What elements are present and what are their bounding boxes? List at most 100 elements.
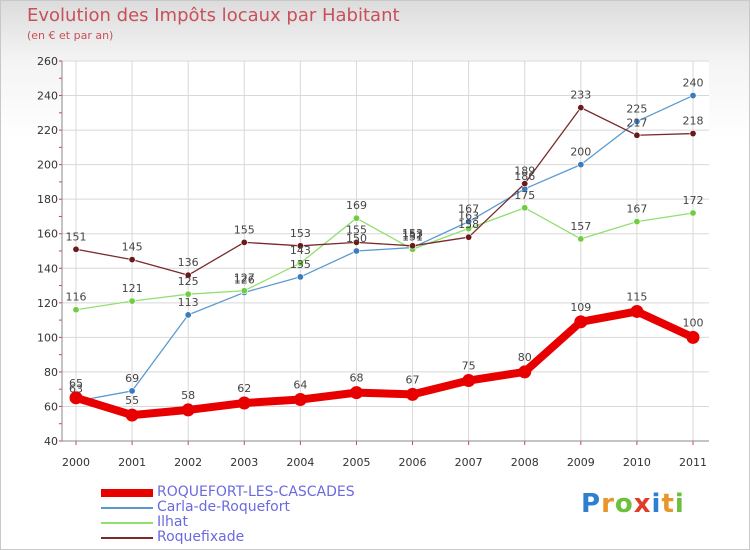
x-tick-label: 2000 xyxy=(62,456,90,469)
legend-label: Carla-de-Roquefort xyxy=(157,499,290,515)
y-tick-label: 200 xyxy=(37,159,58,172)
data-point xyxy=(296,273,304,281)
data-label: 151 xyxy=(402,230,423,243)
data-label: 55 xyxy=(125,394,139,407)
data-label: 135 xyxy=(290,258,311,271)
data-point xyxy=(240,287,248,295)
data-label: 121 xyxy=(122,282,143,295)
data-label: 125 xyxy=(178,275,199,288)
data-label: 155 xyxy=(346,223,367,236)
series-line-2 xyxy=(75,94,694,402)
data-label: 217 xyxy=(626,116,647,129)
series-line-3 xyxy=(75,207,694,311)
data-point xyxy=(518,365,532,379)
data-point xyxy=(128,256,136,264)
data-point xyxy=(128,387,136,395)
data-label: 240 xyxy=(683,77,704,90)
data-label: 218 xyxy=(683,115,704,128)
data-label: 63 xyxy=(69,382,83,395)
x-tick-label: 2007 xyxy=(455,456,483,469)
data-label: 109 xyxy=(570,301,591,314)
data-point xyxy=(465,225,473,233)
data-point xyxy=(521,180,529,188)
chart-subtitle: (en € et par an) xyxy=(27,29,114,42)
data-point xyxy=(296,259,304,267)
data-label: 163 xyxy=(458,210,479,223)
logo-letter: x xyxy=(633,489,652,519)
series-line-1 xyxy=(72,307,697,420)
data-label: 167 xyxy=(458,203,479,216)
data-label: 152 xyxy=(402,229,423,242)
data-point xyxy=(574,315,588,329)
data-label: 80 xyxy=(518,351,532,364)
proxiti-logo: Proxiti xyxy=(581,489,685,519)
data-point xyxy=(72,306,80,314)
data-point xyxy=(184,290,192,298)
data-label: 157 xyxy=(570,220,591,233)
logo-letter: i xyxy=(674,489,685,519)
data-label: 75 xyxy=(462,360,476,373)
data-point xyxy=(577,161,585,169)
data-label: 113 xyxy=(178,296,199,309)
data-label: 62 xyxy=(237,382,251,395)
data-label: 151 xyxy=(66,230,87,243)
legend-swatch xyxy=(101,507,153,509)
data-label: 233 xyxy=(570,89,591,102)
data-point xyxy=(577,104,585,112)
x-tick-label: 2006 xyxy=(399,456,427,469)
data-label: 158 xyxy=(458,218,479,231)
data-point xyxy=(349,386,363,400)
data-point xyxy=(128,297,136,305)
data-label: 189 xyxy=(514,165,535,178)
data-point xyxy=(633,218,641,226)
logo-letter: i xyxy=(651,489,662,519)
y-tick-label: 80 xyxy=(44,366,58,379)
legend-label: Ilhat xyxy=(157,514,188,530)
data-label: 100 xyxy=(683,316,704,329)
y-tick-label: 160 xyxy=(37,228,58,241)
data-label: 115 xyxy=(626,290,647,303)
data-point xyxy=(633,117,641,125)
data-label: 200 xyxy=(570,146,591,159)
y-tick-label: 120 xyxy=(37,297,58,310)
data-label: 143 xyxy=(290,244,311,257)
legend-swatch xyxy=(101,537,153,539)
chart-title: Evolution des Impôts locaux par Habitant xyxy=(27,5,400,26)
data-point xyxy=(465,218,473,226)
x-tick-label: 2001 xyxy=(118,456,146,469)
data-point xyxy=(237,396,251,410)
data-label: 175 xyxy=(514,189,535,202)
data-point xyxy=(69,391,83,405)
data-label: 172 xyxy=(683,194,704,207)
data-point xyxy=(521,204,529,212)
data-point xyxy=(689,92,697,100)
data-label: 68 xyxy=(349,372,363,385)
x-tick-label: 2008 xyxy=(511,456,539,469)
data-label: 127 xyxy=(234,272,255,285)
data-point xyxy=(462,374,476,388)
legend-swatch xyxy=(101,489,153,497)
data-point xyxy=(689,209,697,217)
data-label: 116 xyxy=(66,291,87,304)
data-label: 155 xyxy=(234,223,255,236)
logo-letter: o xyxy=(614,489,634,519)
data-label: 145 xyxy=(122,241,143,254)
data-point xyxy=(293,393,307,407)
data-label: 69 xyxy=(125,372,139,385)
x-tick-label: 2010 xyxy=(623,456,651,469)
x-tick-label: 2005 xyxy=(342,456,370,469)
data-point xyxy=(406,387,420,401)
data-label: 167 xyxy=(626,203,647,216)
x-tick-label: 2011 xyxy=(679,456,707,469)
data-point xyxy=(181,403,195,417)
data-label: 136 xyxy=(178,256,199,269)
series-line-4 xyxy=(75,106,694,276)
data-label: 153 xyxy=(290,227,311,240)
plot-area xyxy=(62,61,709,441)
data-point xyxy=(240,238,248,246)
data-point xyxy=(184,271,192,279)
data-point xyxy=(409,242,417,250)
y-tick-label: 260 xyxy=(37,55,58,68)
data-label: 225 xyxy=(626,102,647,115)
y-tick-label: 240 xyxy=(37,90,58,103)
